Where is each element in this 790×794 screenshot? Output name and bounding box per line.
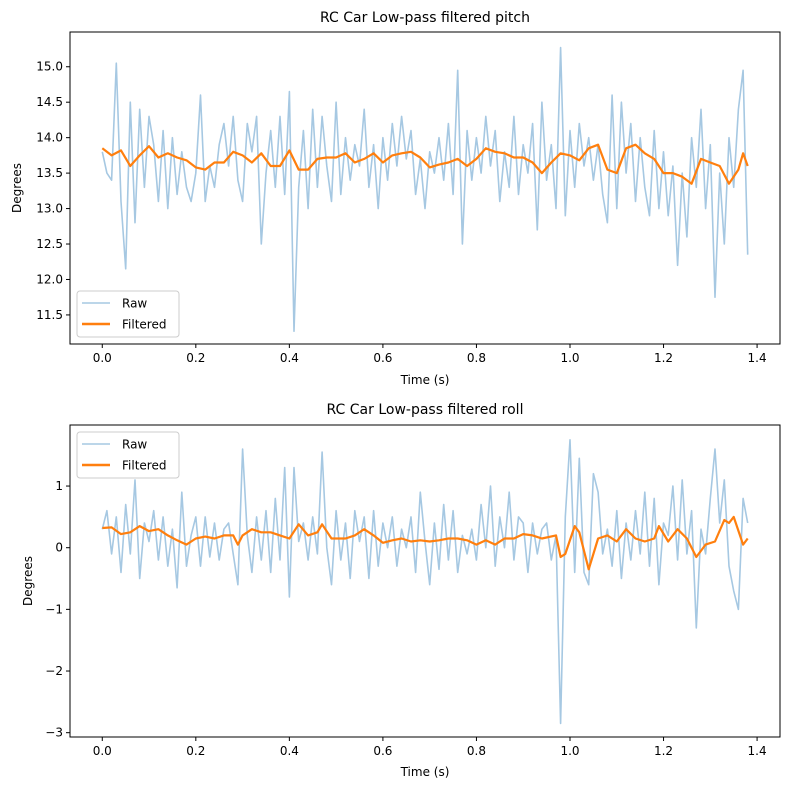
legend-label: Filtered [122, 459, 166, 473]
x-tick-label: 0.8 [467, 744, 486, 758]
chart-title: RC Car Low-pass filtered roll [327, 402, 524, 418]
x-tick-label: 0.6 [373, 744, 392, 758]
legend-label: Raw [122, 438, 147, 452]
x-tick-label: 1.4 [748, 351, 767, 365]
x-tick-label: 0.6 [373, 351, 392, 365]
x-tick-label: 0.8 [467, 351, 486, 365]
x-axis-label: Time (s) [400, 765, 450, 779]
legend: Raw Filtered [76, 290, 180, 338]
y-tick-label: −2 [45, 664, 63, 678]
chart-title: RC Car Low-pass filtered pitch [320, 10, 530, 26]
x-tick-label: 1.0 [560, 351, 579, 365]
x-tick-label: 1.0 [560, 744, 579, 758]
y-tick-label: 15.0 [36, 60, 63, 74]
y-tick-label: 0 [55, 541, 63, 555]
y-axis-label: Degrees [10, 163, 24, 213]
x-tick-label: 0.2 [186, 744, 205, 758]
y-tick-label: 13.5 [36, 166, 63, 180]
legend-label: Raw [122, 297, 147, 311]
x-tick-label: 0.2 [186, 351, 205, 365]
roll-chart: RC Car Low-pass filtered roll Time (s) D… [21, 402, 781, 779]
y-tick-label: 11.5 [36, 308, 63, 322]
legend: Raw Filtered [76, 431, 180, 479]
x-tick-label: 1.2 [654, 351, 673, 365]
legend-label: Filtered [122, 318, 166, 332]
x-tick-label: 0.4 [280, 351, 299, 365]
x-tick-label: 1.2 [654, 744, 673, 758]
y-tick-label: −1 [45, 602, 63, 616]
y-tick-label: 14.5 [36, 95, 63, 109]
x-tick-label: 1.4 [748, 744, 767, 758]
pitch-chart: RC Car Low-pass filtered pitch Time (s) … [10, 10, 781, 387]
y-tick-label: 12.5 [36, 237, 63, 251]
x-tick-label: 0.4 [280, 744, 299, 758]
y-tick-label: 12.0 [36, 272, 63, 286]
axes-frame [69, 31, 781, 345]
y-tick-label: 13.0 [36, 202, 63, 216]
series-line-filtered [102, 515, 749, 571]
axes-frame [69, 424, 781, 738]
x-tick-label: 0.0 [93, 351, 112, 365]
x-axis-label: Time (s) [400, 373, 450, 387]
series-line-filtered [101, 143, 749, 185]
y-tick-label: −3 [45, 726, 63, 740]
y-tick-label: 14.0 [36, 131, 63, 145]
y-tick-label: 1 [55, 479, 63, 493]
y-axis-label: Degrees [21, 556, 35, 606]
x-tick-label: 0.0 [93, 744, 112, 758]
